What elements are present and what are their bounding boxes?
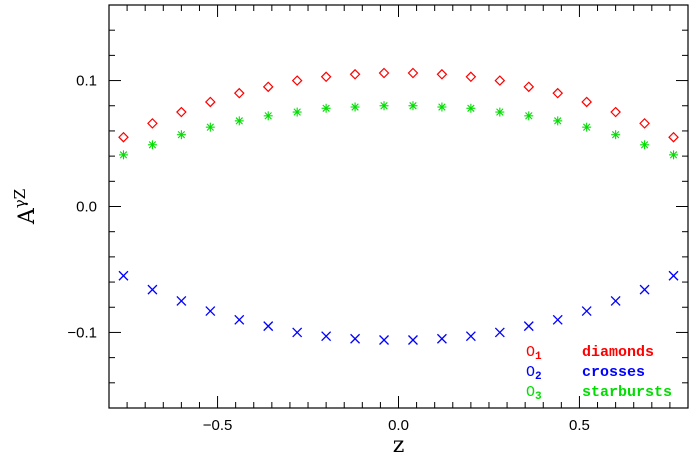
axis-ticks [108,4,689,409]
x-tick-label: 0.5 [569,417,590,434]
x-tick-label: 0.0 [388,417,409,434]
data-point-diamonds [552,87,564,99]
legend-series-label: O3 [526,384,542,403]
data-point-diamonds [204,96,216,108]
data-point-starbursts [147,140,157,150]
data-point-starbursts [176,130,186,140]
data-point-crosses [147,284,158,295]
data-point-starbursts [611,130,621,140]
y-axis-title-base: A [15,207,40,225]
data-point-diamonds [118,131,129,143]
data-point-crosses [668,270,679,281]
data-point-starbursts [437,102,447,112]
data-point-starbursts [321,103,331,113]
data-point-starbursts [379,101,389,111]
data-point-crosses [494,327,505,338]
data-point-crosses [118,270,129,281]
data-point-crosses [523,321,534,332]
data-point-diamonds [436,68,448,80]
data-point-starbursts [292,107,302,117]
data-point-diamonds [668,131,679,143]
legend: O1 diamonds O2 crosses O3 starbursts [526,344,672,403]
data-point-starbursts [350,102,360,112]
data-point-starbursts [640,140,650,150]
data-point-diamonds [147,118,158,129]
y-tick-label: 0.0 [76,199,97,216]
data-point-starbursts [408,101,418,111]
data-point-crosses [234,314,245,325]
data-point-starbursts [582,122,592,132]
data-point-diamonds [176,106,187,118]
data-point-crosses [465,331,476,342]
data-point-crosses [436,333,447,344]
data-point-diamonds [523,81,535,93]
data-point-crosses [292,327,303,338]
data-point-crosses [321,331,332,342]
y-tick-label: 0.1 [76,73,97,90]
data-point-diamonds [494,75,506,86]
data-point-starbursts [524,111,534,121]
data-point-crosses [263,321,274,332]
data-point-crosses [205,306,216,316]
data-point-starbursts [205,122,215,132]
data-point-diamonds [610,106,621,118]
data-point-starbursts [553,116,563,126]
y-axis-title: AγZ [11,189,40,225]
x-axis-title: z [393,433,405,458]
data-point-diamonds [639,118,650,129]
data-point-diamonds [291,75,303,86]
data-point-starbursts [466,103,476,113]
data-point-crosses [639,284,650,295]
legend-marker-name: crosses [582,364,645,381]
data-markers [118,67,679,345]
legend-marker-name: starbursts [582,384,672,401]
data-point-crosses [350,333,361,344]
axis-tick-labels: −0.5 0.0 0.5 −0.1 0.0 0.1 [67,73,589,434]
data-point-crosses [176,295,187,306]
data-point-starbursts [234,116,244,126]
data-point-diamonds [262,81,274,93]
data-point-diamonds [233,87,245,99]
data-point-crosses [408,335,418,345]
data-point-diamonds [407,67,419,79]
data-point-diamonds [465,71,477,83]
legend-series-label: O1 [526,344,542,363]
legend-series-label: O2 [526,364,542,383]
data-point-starbursts [118,150,128,160]
legend-marker-name: diamonds [582,344,654,361]
data-point-crosses [552,314,563,325]
x-tick-label: −0.5 [203,417,233,434]
data-point-crosses [379,335,389,345]
data-point-diamonds [378,67,390,79]
data-point-crosses [581,306,592,316]
data-point-starbursts [495,107,505,117]
data-point-diamonds [320,71,332,83]
data-point-diamonds [581,96,593,108]
data-point-diamonds [349,68,361,80]
data-point-crosses [610,295,621,306]
y-axis-title-superscript: γZ [11,189,29,208]
y-tick-label: −0.1 [67,324,97,341]
data-point-starbursts [263,111,273,121]
data-point-starbursts [669,150,679,160]
